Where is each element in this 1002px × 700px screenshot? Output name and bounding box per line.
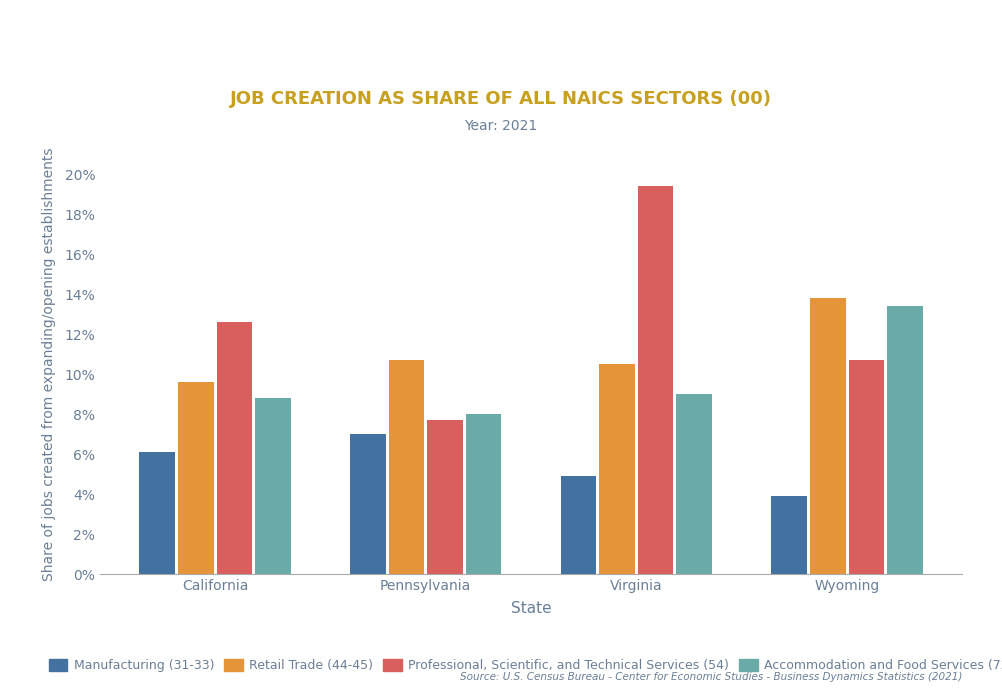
Bar bbox=[216, 322, 253, 574]
Bar bbox=[638, 186, 673, 574]
Bar bbox=[676, 394, 712, 574]
Bar bbox=[427, 420, 463, 574]
Text: BDS Explorer: BDS Explorer bbox=[130, 21, 346, 49]
Bar bbox=[887, 306, 923, 574]
Bar bbox=[466, 414, 501, 574]
Bar bbox=[810, 298, 846, 574]
Bar bbox=[561, 476, 596, 574]
Bar bbox=[256, 398, 291, 574]
Y-axis label: Share of jobs created from expanding/opening establishments: Share of jobs created from expanding/ope… bbox=[42, 147, 56, 581]
Bar bbox=[350, 434, 386, 574]
Text: JOB CREATION AS SHARE OF ALL NAICS SECTORS (00): JOB CREATION AS SHARE OF ALL NAICS SECTO… bbox=[230, 90, 772, 108]
Bar bbox=[772, 496, 807, 574]
Text: Bureau: Bureau bbox=[12, 52, 39, 60]
Legend: Manufacturing (31-33), Retail Trade (44-45), Professional, Scientific, and Techn: Manufacturing (31-33), Retail Trade (44-… bbox=[44, 654, 1002, 677]
Text: Source: U.S. Census Bureau - Center for Economic Studies - Business Dynamics Sta: Source: U.S. Census Bureau - Center for … bbox=[460, 673, 962, 682]
Bar bbox=[139, 452, 175, 574]
Bar bbox=[599, 364, 635, 574]
Bar bbox=[849, 360, 884, 574]
Bar bbox=[178, 382, 213, 574]
Text: Year: 2021: Year: 2021 bbox=[464, 119, 538, 133]
Text: Census: Census bbox=[12, 27, 84, 46]
Text: United States®: United States® bbox=[12, 11, 71, 20]
Bar bbox=[389, 360, 424, 574]
X-axis label: State: State bbox=[511, 601, 551, 616]
